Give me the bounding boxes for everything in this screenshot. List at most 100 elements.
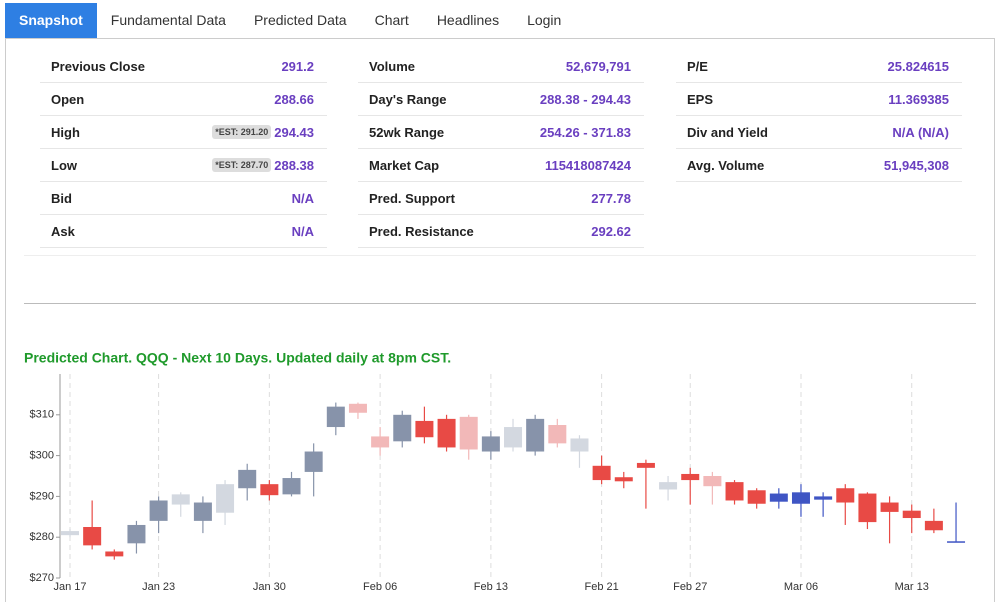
label: Pred. Support [369,190,455,206]
candle-body [149,500,168,521]
candle-body [348,403,367,413]
candle-body [504,427,523,448]
candle-body [592,465,611,481]
info-row: Day's Range 288.38 - 294.43 [358,83,644,116]
candle-body [526,418,545,452]
candle-body [836,488,855,503]
tab[interactable]: Chart [374,12,409,28]
info-column: Volume 52,679,791 Day's Range 288.38 - 294.… [358,50,644,248]
candle-body [614,477,633,482]
panel [5,38,995,602]
info-row: Previous Close 291.2 [40,50,327,83]
value: 52,679,791 [565,58,631,74]
tab[interactable]: Login [527,12,562,28]
info-row: Avg. Volume 51,945,308 [676,149,962,182]
label: Avg. Volume [687,157,765,173]
candle-body [659,482,678,490]
label: 52wk Range [369,124,445,140]
label: Market Cap [369,157,440,173]
candle-body [371,436,390,448]
value: N/A [291,223,314,239]
label: High [51,124,80,140]
candle-body [282,478,301,495]
candle-body [902,510,921,519]
separator [24,255,976,256]
info-row: Pred. Support 277.78 [358,182,644,215]
info-row: Open 288.66 [40,83,327,116]
value: 292.62 [591,223,631,239]
candle-body [83,527,102,546]
x-tick-label: Feb 21 [584,581,618,593]
candle-body [304,451,323,472]
candle-body [747,490,766,504]
tab[interactable]: Snapshot [5,3,97,38]
value: 51,945,308 [883,157,949,173]
value: 277.78 [591,190,631,206]
candle-body [791,492,810,504]
candle-body [725,482,744,501]
candle-body [924,520,943,531]
value: 291.2 [281,58,314,74]
x-tick-label: Feb 06 [363,581,397,593]
candle-body [61,531,79,536]
candle-body [193,502,212,521]
label: P/E [687,58,708,74]
label: Low [51,157,77,173]
candle-body [681,473,700,481]
label: Pred. Resistance [369,223,474,239]
value: N/A (N/A) [892,124,949,140]
candle-body [858,493,877,523]
info-row: Pred. Resistance 292.62 [358,215,644,248]
x-tick-label: Feb 13 [474,581,508,593]
info-column: P/E 25.824615 EPS 11.369385 Div and Yield N/A… [676,50,962,182]
info-row: Volume 52,679,791 [358,50,644,83]
candle-body [548,425,567,444]
label: Previous Close [51,58,145,74]
value: N/A [291,190,314,206]
candle-body [459,416,478,450]
candle-body [947,541,966,543]
value: 11.369385 [888,91,949,107]
est-badge: *EST: 287.70 [212,158,272,172]
candle-body [326,406,345,428]
candle-body [437,418,456,448]
tab[interactable]: Headlines [436,12,500,28]
info-row: Ask N/A [40,215,327,248]
tab[interactable]: Predicted Data [253,12,347,28]
candle-body [415,420,434,438]
candle-body [260,484,279,496]
candle-body [814,496,833,500]
y-tick-label: $280 [30,531,54,543]
value: 294.43 [274,124,314,140]
label: Bid [51,190,72,206]
info-row: Low *EST: 287.70 288.38 [40,149,327,182]
candle-body [570,438,589,452]
x-tick-label: Jan 30 [253,581,286,593]
x-tick-label: Jan 17 [53,581,86,593]
label: Day's Range [369,91,447,107]
label: Volume [369,58,415,74]
value: 288.38 - 294.43 [539,91,631,107]
tab[interactable]: Fundamental Data [110,12,226,28]
x-tick-label: Mar 06 [784,581,818,593]
y-tick-label: $290 [30,490,54,502]
x-tick-label: Feb 27 [673,581,707,593]
y-tick-label: $310 [30,409,54,421]
separator [24,303,976,304]
x-tick-label: Mar 13 [895,581,929,593]
candle-body [105,551,124,557]
candle-body [636,462,655,468]
info-row: EPS 11.369385 [676,83,962,116]
candle-body [481,436,500,452]
candle-body [216,484,235,513]
tab-bar: Snapshot Fundamental Data Predicted Data Ch… [5,3,575,38]
info-column: Previous Close 291.2 Open 288.66 High *EST: 2… [40,50,327,248]
candle-body [703,476,722,487]
candle-body [238,469,257,489]
y-tick-label: $270 [30,572,54,584]
value: 288.38 [274,157,314,173]
info-row: Market Cap 115418087424 [358,149,644,182]
y-tick-label: $300 [30,450,54,462]
